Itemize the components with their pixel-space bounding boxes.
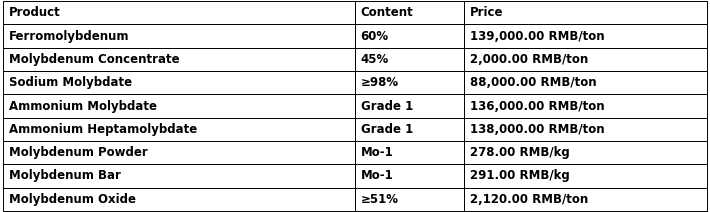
Text: Ammonium Molybdate: Ammonium Molybdate [9,99,156,113]
Bar [355,118,464,141]
Text: Molybdenum Concentrate: Molybdenum Concentrate [9,53,179,66]
Bar [464,1,707,24]
Bar [355,94,464,118]
Text: Molybdenum Oxide: Molybdenum Oxide [9,193,136,206]
Bar [3,164,355,188]
Bar [3,118,355,141]
Bar [355,71,464,94]
Bar [464,94,707,118]
Text: Ferromolybdenum: Ferromolybdenum [9,29,129,43]
Bar [464,71,707,94]
Text: 278.00 RMB/kg: 278.00 RMB/kg [470,146,569,159]
Bar [3,1,355,24]
Text: 60%: 60% [361,29,389,43]
Text: Molybdenum Bar: Molybdenum Bar [9,169,121,183]
Text: ≥51%: ≥51% [361,193,399,206]
Text: 291.00 RMB/kg: 291.00 RMB/kg [470,169,569,183]
Text: Mo-1: Mo-1 [361,146,393,159]
Bar [355,188,464,211]
Bar [355,48,464,71]
Bar [355,141,464,164]
Text: ≥98%: ≥98% [361,76,399,89]
Text: Sodium Molybdate: Sodium Molybdate [9,76,131,89]
Text: Grade 1: Grade 1 [361,99,413,113]
Bar [355,24,464,48]
Text: 45%: 45% [361,53,389,66]
Text: 2,000.00 RMB/ton: 2,000.00 RMB/ton [470,53,588,66]
Text: 88,000.00 RMB/ton: 88,000.00 RMB/ton [470,76,596,89]
Bar [464,141,707,164]
Bar [3,71,355,94]
Text: 139,000.00 RMB/ton: 139,000.00 RMB/ton [470,29,604,43]
Bar [3,24,355,48]
Text: Molybdenum Powder: Molybdenum Powder [9,146,147,159]
Bar [355,164,464,188]
Text: 2,120.00 RMB/ton: 2,120.00 RMB/ton [470,193,588,206]
Bar [464,118,707,141]
Bar [464,48,707,71]
Bar [355,1,464,24]
Text: Ammonium Heptamolybdate: Ammonium Heptamolybdate [9,123,197,136]
Text: 136,000.00 RMB/ton: 136,000.00 RMB/ton [470,99,604,113]
Text: Grade 1: Grade 1 [361,123,413,136]
Text: Content: Content [361,6,413,19]
Text: Price: Price [470,6,503,19]
Bar [3,48,355,71]
Bar [3,141,355,164]
Bar [464,188,707,211]
Bar [464,164,707,188]
Text: Mo-1: Mo-1 [361,169,393,183]
Bar [464,24,707,48]
Bar [3,188,355,211]
Text: Product: Product [9,6,60,19]
Bar [3,94,355,118]
Text: 138,000.00 RMB/ton: 138,000.00 RMB/ton [470,123,604,136]
